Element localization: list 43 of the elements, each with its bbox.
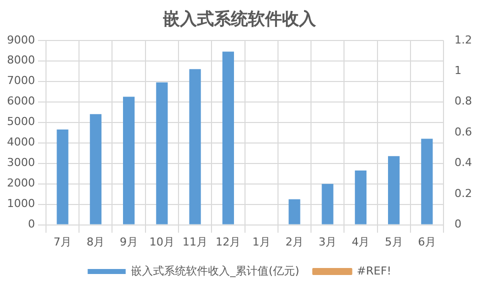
y-tick-label: 2000 bbox=[6, 176, 35, 190]
bar bbox=[156, 82, 168, 224]
y2-tick-label: 0 bbox=[454, 218, 462, 231]
bar bbox=[421, 138, 433, 224]
y-tick-label: 6000 bbox=[6, 94, 35, 108]
x-tick-label: 10月 bbox=[149, 235, 174, 248]
x-tick-label: 8月 bbox=[86, 235, 105, 248]
y-tick-label: 0 bbox=[28, 218, 35, 231]
y-tick-label: 3000 bbox=[6, 156, 35, 170]
y-tick-label: 5000 bbox=[6, 115, 35, 128]
y2-tick-label: 1 bbox=[454, 64, 462, 77]
y-tick-label: 9000 bbox=[6, 33, 35, 46]
bar bbox=[288, 199, 300, 224]
x-tick-label: 2月 bbox=[285, 235, 304, 248]
y-tick-label: 4000 bbox=[6, 136, 35, 149]
y-tick-label: 8000 bbox=[6, 54, 35, 67]
x-tick-label: 9月 bbox=[120, 235, 138, 248]
bar bbox=[222, 52, 234, 224]
y2-tick-label: 0.8 bbox=[454, 94, 472, 108]
legend-label: #REF! bbox=[356, 264, 392, 278]
y2-tick-label: 0.6 bbox=[454, 125, 472, 138]
chart-title: 嵌入式系统软件收入 bbox=[162, 10, 317, 30]
y2-tick-label: 1.2 bbox=[454, 33, 472, 46]
bar bbox=[56, 130, 68, 224]
x-tick-label: 5月 bbox=[384, 235, 403, 248]
bar bbox=[322, 184, 334, 224]
bar bbox=[354, 170, 366, 224]
x-tick-label: 6月 bbox=[418, 235, 436, 248]
x-tick-label: 7月 bbox=[54, 235, 72, 248]
x-tick-label: 4月 bbox=[352, 235, 370, 248]
x-tick-label: 1月 bbox=[252, 235, 270, 248]
bar bbox=[90, 114, 102, 224]
y-tick-label: 1000 bbox=[6, 197, 35, 210]
x-tick-label: 11月 bbox=[182, 235, 208, 248]
bar bbox=[123, 96, 135, 224]
y2-tick-label: 0.4 bbox=[454, 156, 472, 170]
bar bbox=[189, 69, 201, 224]
legend-label: 嵌入式系统软件收入_累计值(亿元) bbox=[131, 264, 300, 278]
bar bbox=[388, 156, 400, 224]
x-tick-label: 12月 bbox=[216, 235, 241, 248]
y-tick-label: 7000 bbox=[6, 74, 35, 88]
x-tick-label: 3月 bbox=[318, 235, 337, 248]
y2-tick-label: 0.2 bbox=[454, 186, 472, 200]
